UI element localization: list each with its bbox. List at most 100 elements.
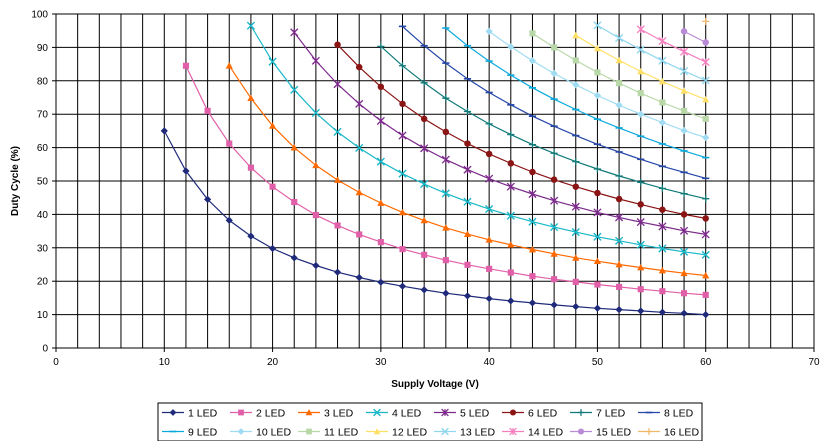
- data-point: [463, 292, 472, 300]
- data-point: [577, 428, 585, 435]
- data-point: [636, 240, 645, 249]
- data-point: [637, 201, 644, 208]
- data-point: [485, 236, 493, 243]
- data-point: [507, 241, 515, 248]
- x-tick-label: 30: [375, 357, 387, 368]
- data-point: [398, 131, 407, 140]
- series-line: [683, 30, 706, 43]
- data-point: [441, 189, 450, 198]
- data-point: [594, 281, 601, 288]
- data-point: [637, 90, 644, 97]
- y-tick-label: 70: [37, 110, 49, 121]
- data-point: [355, 143, 364, 153]
- legend-label: 4 LED: [392, 407, 422, 419]
- data-point: [593, 232, 602, 241]
- legend-label: 9 LED: [188, 426, 218, 438]
- data-point: [312, 261, 320, 270]
- data-point: [398, 282, 407, 290]
- data-point: [442, 224, 450, 231]
- data-point: [529, 168, 536, 176]
- data-point: [636, 218, 645, 227]
- data-point: [680, 107, 688, 114]
- data-point: [269, 183, 276, 190]
- data-point: [420, 79, 428, 87]
- data-point: [225, 216, 233, 225]
- data-point: [376, 116, 385, 125]
- data-point: [182, 167, 190, 175]
- legend-item: 2 LED: [230, 407, 286, 419]
- data-point: [572, 278, 579, 285]
- data-point: [701, 58, 710, 67]
- data-point: [442, 128, 450, 136]
- data-point: [702, 133, 710, 142]
- x-axis-title: Supply Voltage (V): [391, 379, 479, 390]
- data-point: [204, 195, 212, 203]
- legend-item: 15 LED: [570, 426, 631, 438]
- data-point: [399, 100, 406, 108]
- data-point: [464, 140, 471, 147]
- data-point: [572, 302, 580, 311]
- data-point: [463, 230, 472, 237]
- data-point: [550, 301, 558, 309]
- x-tick-label: 20: [267, 357, 279, 368]
- y-tick-label: 90: [37, 43, 49, 54]
- data-point: [593, 304, 602, 312]
- data-point: [507, 43, 515, 51]
- data-point: [420, 115, 428, 123]
- legend-label: 6 LED: [528, 407, 558, 419]
- legend-label: 3 LED: [324, 407, 354, 419]
- data-point: [636, 25, 645, 34]
- data-point: [291, 198, 298, 206]
- legend-item: 5 LED: [434, 407, 490, 419]
- data-point: [658, 184, 666, 192]
- data-point: [528, 57, 537, 65]
- legend-label: 14 LED: [528, 426, 563, 438]
- data-point: [702, 271, 710, 279]
- legend-item: 12 LED: [366, 426, 427, 438]
- data-point: [701, 250, 710, 259]
- y-tick-label: 0: [42, 344, 48, 355]
- grid: [56, 14, 814, 348]
- data-point: [246, 21, 256, 30]
- data-point: [658, 308, 666, 316]
- data-point: [376, 157, 385, 166]
- data-point: [594, 189, 601, 197]
- data-point: [226, 140, 233, 147]
- data-point: [637, 286, 644, 293]
- data-point: [637, 110, 645, 118]
- legend-label: 1 LED: [188, 407, 218, 419]
- data-point: [333, 176, 342, 183]
- legend-label: 11 LED: [324, 426, 359, 438]
- x-tick-label: 60: [700, 357, 712, 368]
- data-point: [615, 213, 624, 222]
- data-point: [420, 216, 428, 224]
- data-point: [225, 62, 233, 69]
- data-point: [268, 122, 277, 129]
- data-point: [571, 228, 580, 237]
- legend: 1 LED 2 LED 3 LED 4 LED 5 LED 6 LED 7 LED 8 LED…: [157, 402, 703, 441]
- data-point: [398, 208, 407, 216]
- y-axis-title: Duty Cycle (%): [10, 146, 21, 216]
- data-point: [377, 278, 385, 286]
- data-point: [637, 307, 645, 315]
- series-line: [293, 32, 706, 235]
- legend-item: 11 LED: [298, 426, 359, 438]
- y-tick-label: 40: [37, 210, 49, 221]
- data-point: [616, 80, 623, 87]
- data-point: [571, 202, 580, 211]
- legend-item: 9 LED: [162, 426, 218, 438]
- data-point: [550, 196, 559, 205]
- data-point: [441, 408, 449, 417]
- data-point: [572, 81, 580, 89]
- data-point: [615, 260, 623, 268]
- data-point: [485, 174, 494, 183]
- data-point: [659, 99, 666, 106]
- data-point: [441, 427, 449, 436]
- legend-item: 1 LED: [162, 407, 218, 419]
- data-point: [616, 283, 623, 290]
- data-point: [679, 226, 689, 235]
- data-point: [485, 150, 493, 158]
- data-point: [659, 206, 666, 213]
- x-tick-label: 10: [159, 357, 171, 368]
- data-point: [420, 144, 429, 153]
